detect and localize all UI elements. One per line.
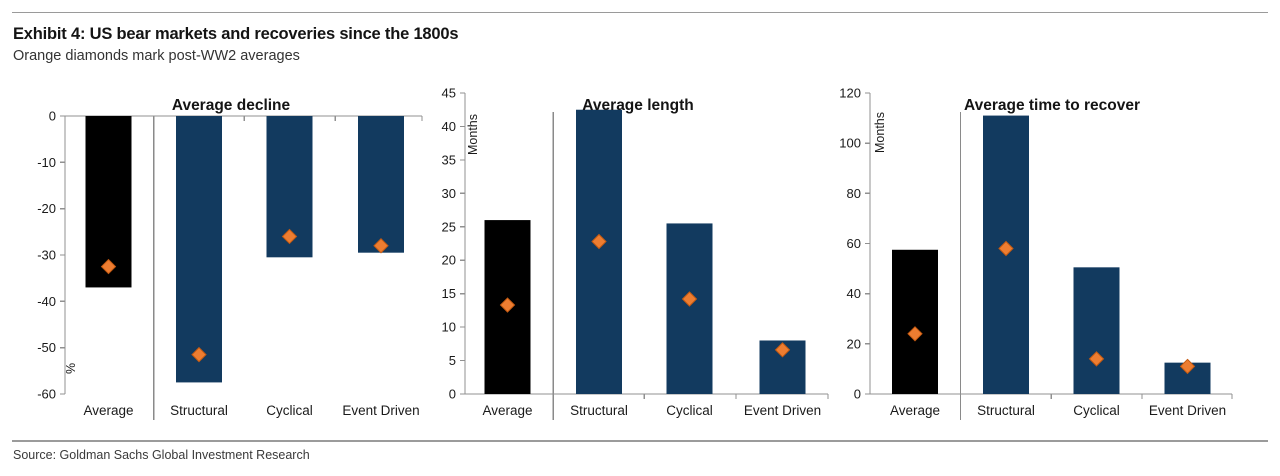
post-ww2-diamond-average (499, 297, 516, 313)
category-label-structural: Structural (570, 403, 628, 418)
chart-title: Average length (582, 97, 693, 114)
y-axis-unit-label: % (64, 363, 78, 374)
category-label-structural: Structural (170, 403, 228, 418)
category-label-event-driven: Event Driven (342, 403, 419, 418)
y-tick-label: -30 (37, 248, 56, 263)
category-label-average: Average (482, 403, 532, 418)
y-tick-label: 45 (442, 86, 456, 101)
chart-average-decline: 0 -10 -20 -30 -40 -50 -60 Average decline% Avera… (37, 97, 423, 420)
chart-average-length: 45 40 35 30 25 20 15 10 5 0 Average length Months Av… (442, 86, 829, 420)
y-tick-label: 40 (847, 286, 861, 301)
y-axis-unit-label: Months (873, 112, 887, 153)
top-rule (12, 12, 1268, 13)
post-ww2-diamond-average (907, 326, 923, 342)
y-tick-label: -50 (37, 340, 56, 355)
post-ww2-diamond-average (100, 258, 117, 275)
source-note: Source: Goldman Sachs Global Investment … (13, 448, 310, 462)
chart-title: Average time to recover (964, 97, 1140, 114)
y-tick-label: -60 (37, 387, 56, 402)
bottom-rule (12, 440, 1268, 442)
post-ww2-diamond-cyclical (1088, 351, 1105, 367)
y-tick-label: 35 (442, 152, 456, 167)
post-ww2-diamond-event-driven (373, 238, 389, 254)
y-tick-label: 100 (839, 136, 861, 151)
y-tick-label: 40 (442, 119, 456, 134)
bar-average (892, 249, 938, 394)
y-tick-label: -40 (37, 294, 56, 309)
post-ww2-diamond-cyclical (681, 291, 698, 307)
y-tick-label: 0 (49, 109, 56, 124)
category-label-event-driven: Event Driven (1149, 403, 1226, 418)
exhibit-title: Exhibit 4: US bear markets and recoverie… (13, 25, 459, 43)
y-tick-label: 0 (449, 387, 456, 402)
y-tick-label: 80 (847, 186, 861, 201)
y-axis-unit-label: Months (466, 114, 480, 155)
y-tick-label: 30 (442, 186, 456, 201)
bar-structural (576, 109, 622, 394)
chart-title: Average decline (172, 97, 291, 114)
y-tick-label: 20 (847, 336, 861, 351)
y-tick-label: -10 (37, 155, 56, 170)
category-label-structural: Structural (977, 403, 1035, 418)
post-ww2-diamond-event-driven (1179, 358, 1196, 375)
y-tick-label: 15 (442, 286, 456, 301)
post-ww2-diamond-cyclical (281, 228, 298, 245)
y-tick-label: 10 (442, 320, 456, 335)
bar-structural (176, 116, 222, 383)
exhibit-subtitle: Orange diamonds mark post-WW2 averages (13, 48, 300, 64)
bar-cyclical (666, 223, 713, 394)
chart-average-time-to-recover: 120 100 80 60 40 20 0 Average time to recover Mo… (839, 86, 1233, 420)
category-label-average: Average (890, 403, 940, 418)
category-label-average: Average (83, 403, 133, 418)
bar-event-driven (358, 116, 404, 253)
post-ww2-diamond-event-driven (774, 342, 791, 358)
post-ww2-diamond-structural (591, 233, 607, 250)
post-ww2-diamond-structural (998, 240, 1014, 257)
category-label-event-driven: Event Driven (744, 403, 821, 418)
y-tick-label: 120 (839, 86, 861, 101)
y-tick-label: 60 (847, 236, 861, 251)
post-ww2-diamond-structural (191, 346, 207, 363)
category-label-cyclical: Cyclical (1073, 403, 1120, 418)
bar-average (85, 116, 132, 288)
y-tick-label: 5 (449, 353, 456, 368)
y-tick-label: -20 (37, 201, 56, 216)
category-label-cyclical: Cyclical (266, 403, 313, 418)
category-label-cyclical: Cyclical (666, 403, 713, 418)
y-tick-label: 20 (442, 253, 456, 268)
y-tick-label: 25 (442, 219, 456, 234)
bar-cyclical (1073, 267, 1120, 394)
y-tick-label: 0 (854, 387, 861, 402)
